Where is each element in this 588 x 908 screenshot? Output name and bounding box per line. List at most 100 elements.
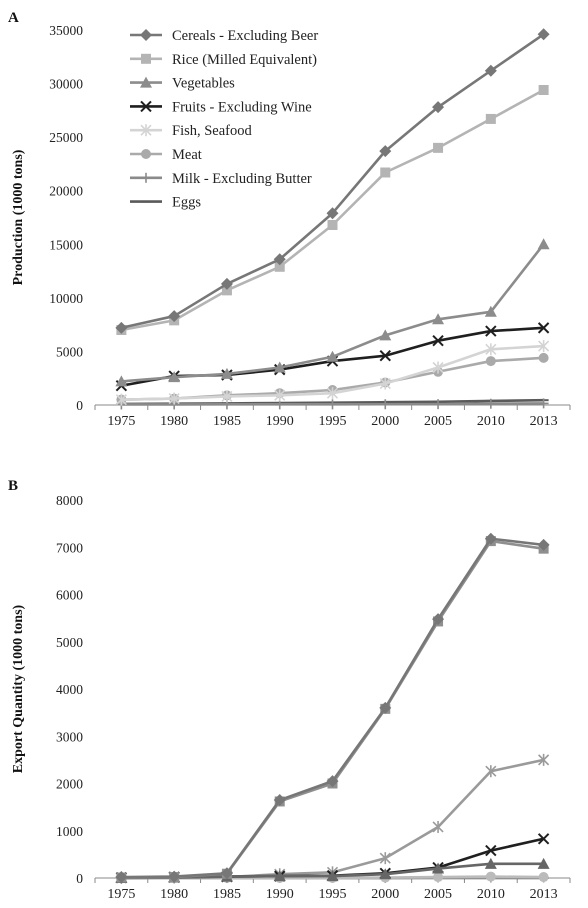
x-tick-label: 2000 [371,414,399,429]
data-point [220,867,233,880]
data-point [432,613,445,626]
data-point [433,399,444,410]
legend-label: Fish, Seafood [172,123,253,139]
chart-panel-a: A Production (1000 tons) 0 5000 10000 15000 20… [8,10,571,429]
series-line [121,537,544,879]
data-point [432,862,445,874]
x-tick-label: 1975 [107,887,135,902]
data-point [484,305,497,317]
legend-label: Eggs [172,195,201,211]
series-line [121,539,544,879]
panel-label: B [8,478,18,494]
y-axis-label: Export Quantity (1000 tons) [11,604,26,773]
x-tick-label: 1990 [266,887,294,902]
data-point [379,852,391,865]
y-tick-label: 0 [76,398,83,413]
data-point [380,399,391,410]
x-tick-label: 2013 [530,887,558,902]
y-tick-label: 10000 [49,291,83,306]
y-tick-label: 3000 [56,729,83,744]
data-point [538,352,549,363]
y-tick-label: 20000 [49,184,83,199]
data-point [433,142,444,153]
data-point [115,375,128,387]
legend-item: Eggs [130,195,201,211]
y-tick-label: 4000 [56,682,83,697]
y-tick-label: 8000 [56,493,83,508]
data-point [537,857,550,869]
legend-item: Fish, Seafood [130,123,253,139]
data-point [379,377,391,390]
x-tick-label: 1995 [319,414,347,429]
x-tick-label: 1995 [319,887,347,902]
data-point [220,367,233,379]
y-tick-label: 0 [76,871,83,886]
series-cereals-excluding-beer [115,532,550,884]
series-vegetables [115,238,550,387]
y-tick-label: 5000 [56,344,83,359]
data-point [326,775,339,788]
y-tick-label: 1000 [56,824,83,839]
data-point [326,207,339,220]
legend-label: Rice (Milled Equivalent) [172,52,317,68]
data-point [432,101,445,114]
data-point [537,28,550,41]
data-point [273,361,286,373]
data-point [485,871,496,882]
data-point [485,343,497,356]
data-point [379,145,392,158]
data-point [433,872,444,883]
x-tick-label: 1985 [213,414,241,429]
data-point [221,390,233,403]
y-tick-label: 5000 [56,635,83,650]
data-point [432,361,444,374]
data-point [221,285,232,296]
data-point [115,871,128,884]
legend-label: Milk - Excluding Butter [172,171,312,187]
x-tick-label: 1980 [160,887,188,902]
y-tick-label: 30000 [49,77,83,92]
data-point [168,392,180,405]
x-tick-label: 2010 [477,887,505,902]
y-axis-label: Production (1000 tons) [11,149,26,285]
data-point [484,532,497,545]
data-point [326,387,339,400]
data-point [274,261,285,272]
legend-label: Vegetables [172,76,235,92]
data-point [326,870,339,882]
data-point [115,321,128,334]
data-point [537,322,550,334]
y-tick-label: 6000 [56,588,83,603]
data-point [538,753,550,766]
data-point [273,794,286,807]
legend: Cereals - Excluding Beer Rice (Milled Equ… [130,28,318,211]
x-tick-label: 2000 [371,887,399,902]
legend-item: Milk - Excluding Butter [130,171,312,187]
legend-marker [140,29,152,41]
legend-marker [141,149,151,159]
legend-marker [141,172,151,183]
y-tick-label: 35000 [49,23,83,38]
data-point [168,371,181,383]
legend-marker [140,100,152,113]
chart-panel-b: B Export Quantity (1000 tons) 0 1000 2000 300… [8,478,571,902]
data-point [379,350,391,362]
data-point [537,238,550,250]
data-point [485,325,497,337]
series-cereals-excluding-beer [115,28,550,334]
data-point [220,277,233,290]
x-tick-label: 2013 [530,414,558,429]
data-point [432,313,445,325]
legend-item: Vegetables [130,76,235,92]
data-point [273,870,286,882]
data-point [537,538,550,551]
y-tick-label: 2000 [56,777,83,792]
y-tick-label: 25000 [49,130,83,145]
y-tick-label: 15000 [49,237,83,252]
series-rice-milled-equivalent [116,536,549,883]
legend-label: Meat [172,147,202,163]
data-point [485,765,497,778]
data-point [485,398,496,409]
data-point [115,393,127,406]
